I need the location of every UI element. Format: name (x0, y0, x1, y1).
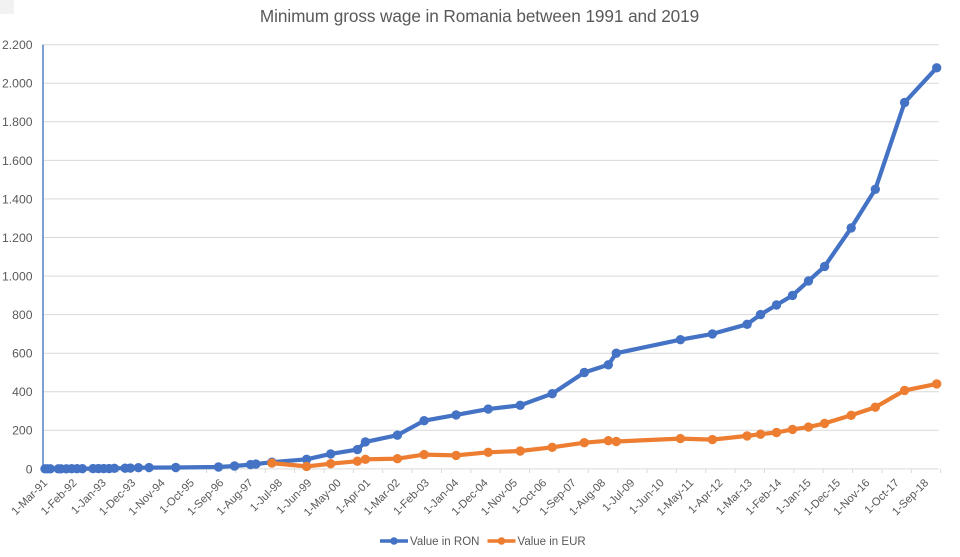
svg-text:Minimum gross wage in Romania: Minimum gross wage in Romania between 19… (260, 6, 699, 26)
svg-text:0: 0 (26, 462, 33, 476)
svg-text:1.600: 1.600 (2, 154, 33, 168)
svg-text:Value in EUR: Value in EUR (518, 536, 586, 548)
svg-text:2.200: 2.200 (2, 38, 33, 52)
svg-text:600: 600 (12, 347, 33, 361)
svg-text:400: 400 (12, 385, 33, 399)
svg-text:1.800: 1.800 (2, 115, 33, 129)
svg-text:1.000: 1.000 (2, 270, 33, 284)
svg-text:800: 800 (12, 308, 33, 322)
svg-text:1.200: 1.200 (2, 231, 33, 245)
svg-text:Value in RON: Value in RON (410, 536, 479, 548)
svg-text:200: 200 (12, 424, 33, 438)
svg-text:2.000: 2.000 (2, 77, 33, 91)
svg-text:1.400: 1.400 (2, 192, 33, 206)
